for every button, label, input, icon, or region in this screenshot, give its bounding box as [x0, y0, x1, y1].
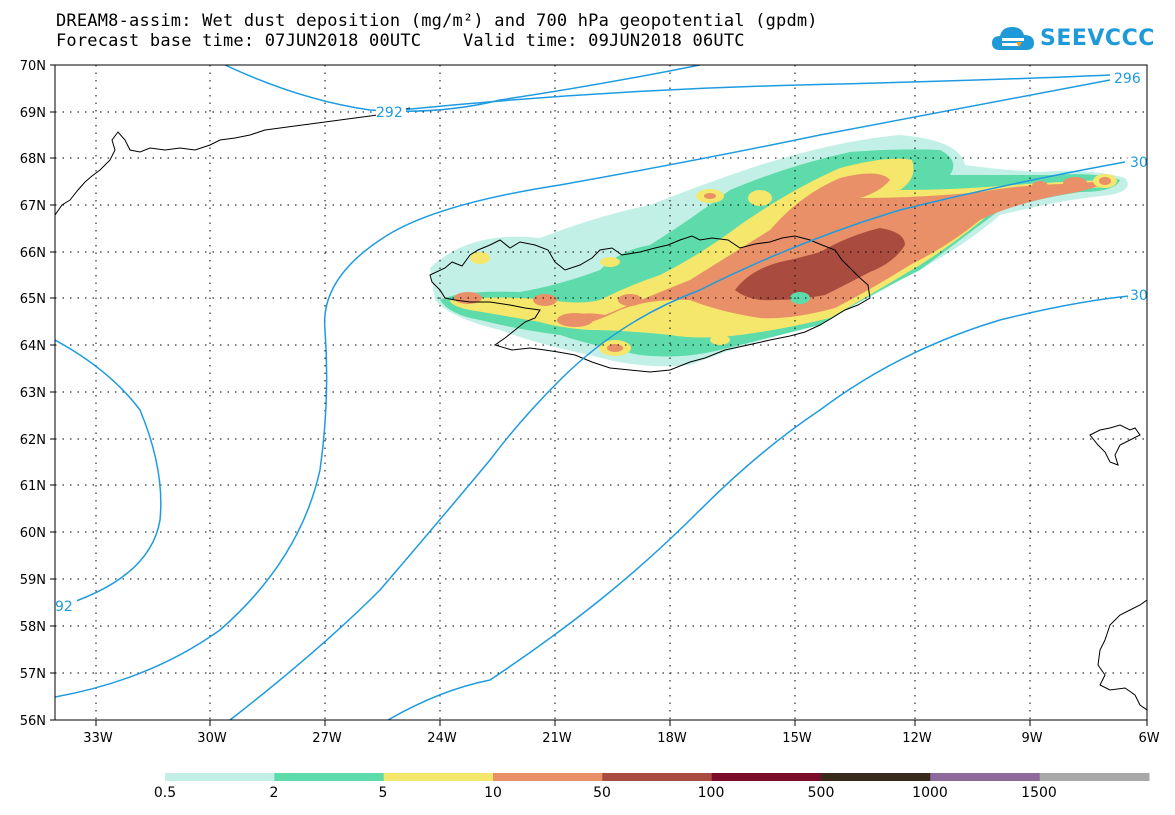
lat-tick-label: 69N [20, 106, 46, 121]
lon-tick-label: 12W [902, 731, 932, 746]
lat-tick-label: 63N [20, 386, 46, 401]
colorbar-swatch [1039, 773, 1150, 781]
colorbar-swatch [493, 773, 603, 781]
lon-tick-label: 27W [312, 731, 342, 746]
seevccc-logo: SEEVCCC [990, 18, 1155, 58]
plot-frame [54, 64, 1148, 721]
contour-line [387, 294, 1141, 720]
colorbar-label: 0.5 [154, 785, 176, 801]
dust-blob [1032, 181, 1048, 191]
geopotential-contours [55, 65, 1141, 720]
colorbar-label: 2 [270, 785, 279, 801]
dust-blob [600, 257, 620, 267]
lat-tick-label: 56N [20, 714, 46, 729]
colorbar-label: 100 [698, 785, 725, 801]
lat-tick-label: 64N [20, 339, 46, 354]
coastlines [55, 107, 1147, 711]
contour-label: 92 [55, 599, 73, 615]
lat-axis [50, 64, 55, 721]
colorbar-label: 500 [808, 785, 835, 801]
cloud-logo-icon [992, 27, 1034, 50]
lat-tick-label: 62N [20, 433, 46, 448]
map-grid [55, 65, 1147, 720]
lon-tick-label: 33W [83, 731, 113, 746]
dust-blob [557, 313, 593, 327]
lat-tick-label: 59N [20, 573, 46, 588]
lat-tick-label: 58N [20, 620, 46, 635]
chart-title-line-2: Forecast base time: 07JUN2018 00UTC Vali… [56, 31, 745, 51]
dust-deposition-field [430, 135, 1128, 367]
lat-tick-label: 60N [20, 526, 46, 541]
dust-blob [1099, 177, 1111, 185]
contour-label: 30 [1130, 288, 1148, 304]
dust-blob [710, 335, 730, 345]
contour-line [55, 79, 1111, 698]
dust-blob [790, 292, 810, 304]
faroe-coast [1089, 424, 1141, 466]
lon-tick-label: 21W [542, 731, 572, 746]
colorbar-label: 50 [593, 785, 611, 801]
dust-blob [607, 344, 623, 352]
dust-blob [533, 294, 557, 306]
colorbar-label: 1000 [912, 785, 948, 801]
iceland-coast [429, 235, 871, 373]
colorbar-label: 1500 [1021, 785, 1057, 801]
dust-blob [1063, 177, 1087, 189]
colorbar-swatch [602, 773, 713, 781]
colorbar-swatch [821, 773, 931, 781]
lon-tick-label: 30W [197, 731, 227, 746]
scotland-coast [1097, 599, 1147, 711]
lon-tick-label: 18W [657, 731, 687, 746]
contour-label: 296 [1114, 71, 1141, 87]
colorbar-swatch [383, 773, 494, 781]
colorbar-swatch [274, 773, 385, 781]
dust-blob [748, 190, 772, 206]
lat-tick-label: 57N [20, 667, 46, 682]
contour-line [399, 74, 1111, 111]
dust-blob [618, 294, 642, 306]
contour-line [55, 339, 162, 609]
dust-blob [704, 193, 716, 199]
colorbar-swatch [930, 773, 1041, 781]
lat-tick-label: 68N [20, 152, 46, 167]
lon-tick-label: 9W [1021, 731, 1042, 746]
colorbar-swatch [711, 773, 822, 781]
lon-tick-label: 15W [782, 731, 812, 746]
contour-label: 292 [376, 105, 403, 121]
lon-tick-label: 24W [427, 731, 457, 746]
logo-text: SEEVCCC [1040, 25, 1155, 51]
dust-level-50 [735, 228, 905, 301]
colorbar: 0.5 2 5 10 50 100 500 1000 1500 [154, 773, 1150, 801]
lat-tick-label: 65N [20, 292, 46, 307]
lat-tick-label: 66N [20, 246, 46, 261]
colorbar-swatch [165, 773, 275, 781]
contour-line [224, 65, 701, 112]
colorbar-label: 5 [379, 785, 388, 801]
contour-label: 30 [1130, 155, 1148, 171]
lat-tick-label: 70N [20, 59, 46, 74]
greenland-coast [55, 107, 411, 216]
lat-tick-label: 61N [20, 479, 46, 494]
contour-line [229, 161, 1126, 720]
contour-labels: 292 296 30 30 92 [55, 70, 1148, 615]
lon-tick-label: 6W [1138, 731, 1159, 746]
chart-title-line-1: DREAM8-assim: Wet dust deposition (mg/m²… [56, 11, 818, 31]
dust-blob [470, 252, 490, 264]
lat-tick-label: 67N [20, 199, 46, 214]
lon-axis [95, 720, 1148, 726]
dust-blobs [454, 174, 1117, 356]
colorbar-label: 10 [484, 785, 502, 801]
